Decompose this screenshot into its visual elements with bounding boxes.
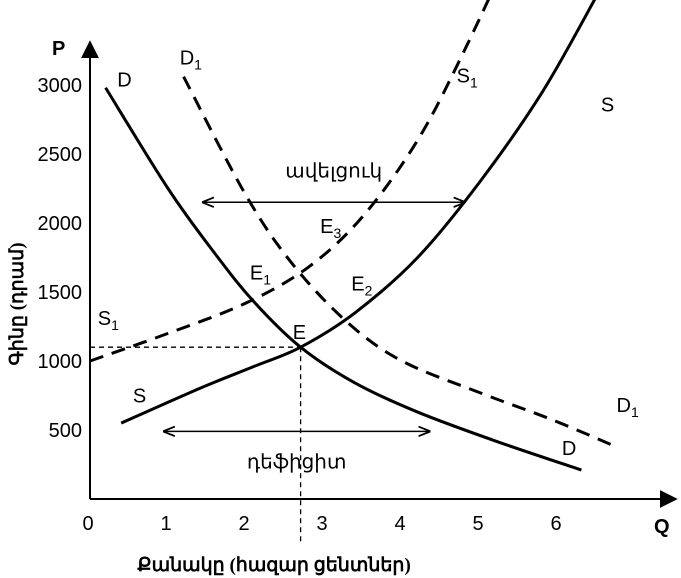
- curve-label: S1: [98, 308, 119, 333]
- annotation-label-1: ավելցուկ: [285, 161, 382, 183]
- point-label: E2: [351, 274, 372, 299]
- x-tick-label: 3: [316, 513, 327, 535]
- x-tick-label: 4: [394, 513, 405, 535]
- series-lines: [89, 0, 614, 472]
- y-tick-label: 2000: [38, 213, 83, 235]
- point-label: E3: [320, 216, 341, 241]
- annotation-label-2: դեֆիցիտ: [247, 452, 347, 474]
- equilibrium-guides: [90, 346, 302, 545]
- y-tick-label: 2500: [38, 144, 83, 166]
- curve-label: D1: [180, 47, 202, 72]
- axes: [81, 40, 678, 508]
- x-tick-label: 5: [472, 513, 483, 535]
- annotations: ավելցուկ դեֆիցիտ: [164, 161, 464, 474]
- y-tick-label: 500: [49, 420, 82, 442]
- point-label: E: [293, 322, 306, 344]
- curve-label: D: [562, 438, 576, 460]
- x-tick-label: 0: [82, 513, 93, 535]
- series-line-3: [182, 76, 614, 447]
- series-line-1: [104, 86, 582, 472]
- curve-label: D: [117, 69, 131, 91]
- x-axis-title: Քանակը (հազար ցենտներ): [137, 555, 411, 576]
- point-label: E1: [250, 263, 271, 288]
- x-tick-label: 6: [550, 513, 561, 535]
- y-tick-label: 1500: [38, 282, 83, 304]
- y-axis-title: Գինը (դրամ): [7, 242, 28, 365]
- y-tick-label: 3000: [38, 75, 83, 97]
- y-axis-letter: P: [52, 38, 65, 60]
- curve-label: S1: [457, 65, 478, 90]
- tick-labels: 0 1 2 3 4 5 6 500 1000 1500 2000 2500 3000: [38, 75, 562, 535]
- y-tick-label: 1000: [38, 351, 83, 373]
- x-tick-label: 2: [238, 513, 249, 535]
- series-line-2: [120, 0, 597, 425]
- curve-label: S: [601, 94, 614, 116]
- series-line-4: [89, 0, 490, 363]
- curve-label: S: [133, 386, 146, 408]
- x-axis-letter: Q: [654, 516, 670, 538]
- curve-label: D1: [617, 395, 639, 420]
- x-tick-label: 1: [160, 513, 171, 535]
